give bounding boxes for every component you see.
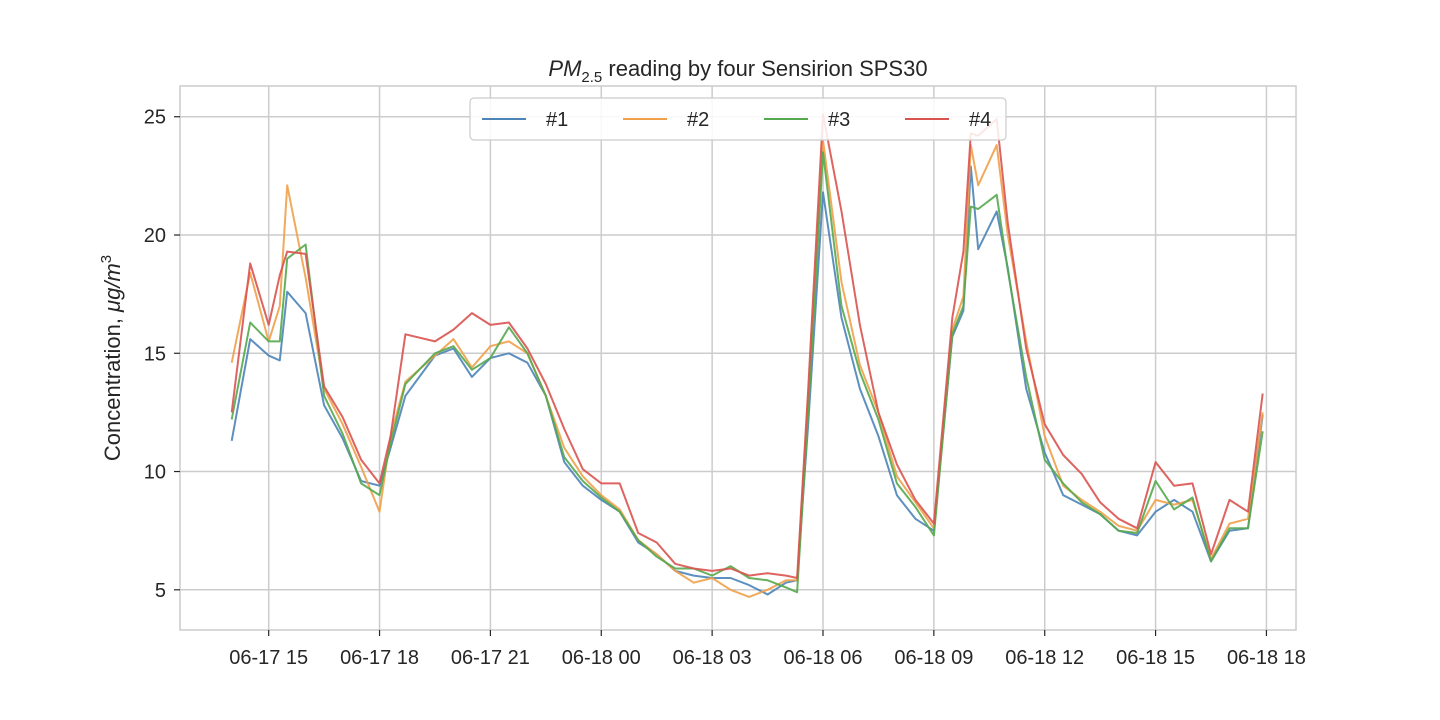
title-subscript: 2.5 bbox=[581, 69, 602, 86]
legend: #1 #2 #3 #4 bbox=[469, 97, 1007, 141]
series-layer bbox=[230, 113, 1264, 598]
y-label-unit: μg/m bbox=[100, 263, 125, 313]
x-tick-label: 06-18 06 bbox=[784, 647, 863, 669]
legend-label-3: #3 bbox=[828, 109, 850, 131]
y-tick-label: 25 bbox=[144, 107, 166, 129]
legend-label-4: #4 bbox=[969, 109, 991, 131]
x-tick-label: 06-18 18 bbox=[1227, 647, 1306, 669]
legend-label-2: #2 bbox=[687, 109, 709, 131]
x-tick-label: 06-17 21 bbox=[451, 647, 530, 669]
y-tick-label: 15 bbox=[144, 343, 166, 365]
x-tick-label: 06-18 12 bbox=[1005, 647, 1084, 669]
title-pm: PM bbox=[548, 56, 582, 81]
grid-lines bbox=[180, 86, 1296, 630]
x-axis: 06-17 15 06-17 18 06-17 21 06-18 00 06-18 03… bbox=[229, 630, 1306, 669]
y-label-text: Concentration, bbox=[100, 312, 125, 461]
y-tick-label: 20 bbox=[144, 225, 166, 247]
title-rest: reading by four Sensirion SPS30 bbox=[602, 56, 927, 81]
plot-area bbox=[179, 85, 1297, 631]
legend-label-1: #1 bbox=[546, 109, 568, 131]
chart-title: PM2.5 reading by four Sensirion SPS30 bbox=[548, 56, 927, 86]
x-tick-label: 06-18 09 bbox=[894, 647, 973, 669]
x-tick-label: 06-18 03 bbox=[673, 647, 752, 669]
y-axis: 5 10 15 20 25 bbox=[144, 107, 180, 602]
y-label-superscript: 3 bbox=[98, 255, 115, 263]
series-line-3 bbox=[230, 151, 1264, 594]
series-line-1 bbox=[230, 165, 1264, 596]
y-tick-label: 10 bbox=[144, 462, 166, 484]
x-tick-label: 06-17 18 bbox=[340, 647, 419, 669]
x-tick-label: 06-18 15 bbox=[1116, 647, 1195, 669]
legend-box bbox=[469, 97, 1007, 141]
y-axis-label: Concentration, μg/m3 bbox=[98, 255, 125, 461]
y-tick-label: 5 bbox=[155, 580, 166, 602]
x-tick-label: 06-17 15 bbox=[229, 647, 308, 669]
x-tick-label: 06-18 00 bbox=[562, 647, 641, 669]
series-line-4 bbox=[230, 113, 1264, 579]
